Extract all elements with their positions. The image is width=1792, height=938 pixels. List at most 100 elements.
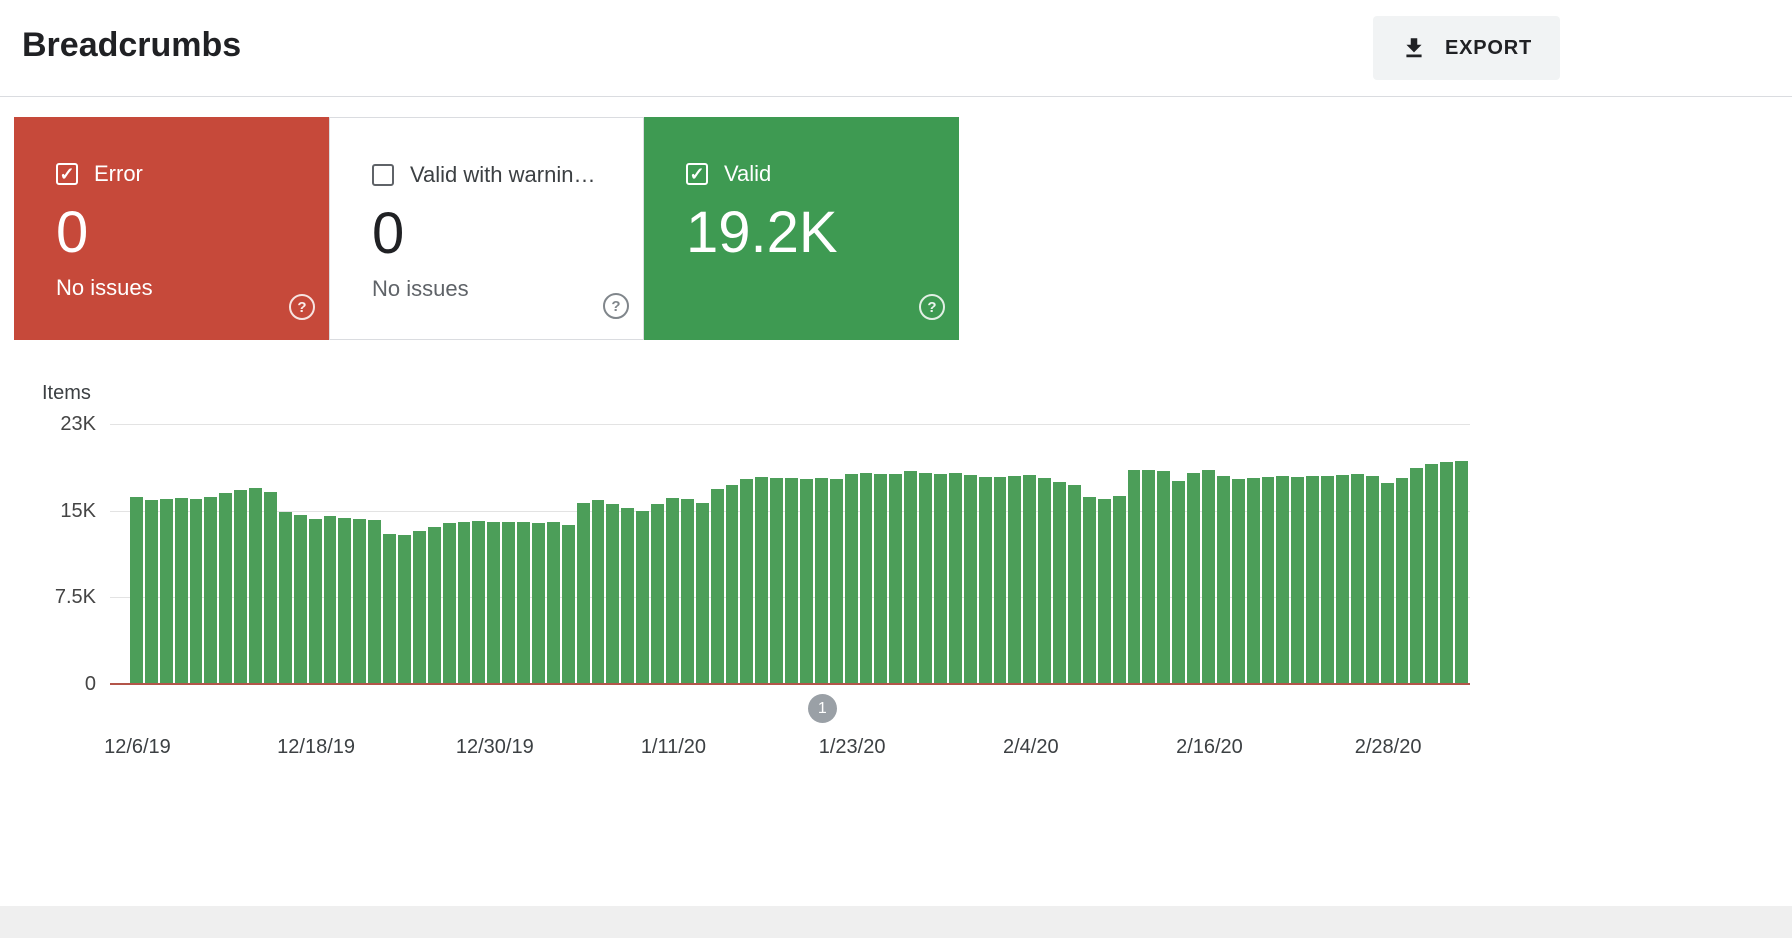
chart-bar[interactable] [502, 522, 516, 684]
chart-bar[interactable] [1008, 476, 1022, 684]
chart-bar[interactable] [993, 477, 1007, 684]
chart-bar[interactable] [755, 477, 769, 684]
chart-bar[interactable] [1172, 480, 1186, 684]
chart-bar[interactable] [442, 523, 456, 684]
chart-bar[interactable] [800, 479, 813, 684]
chart-bar[interactable] [338, 517, 352, 684]
chart-bar[interactable] [1112, 495, 1126, 684]
valid-with-warnings-checkbox[interactable]: ✓ [372, 164, 394, 186]
status-card-error[interactable]: ✓ Error 0 No issues ? [14, 117, 329, 340]
chart-bar[interactable] [591, 500, 605, 684]
chart-bar[interactable] [368, 519, 382, 684]
help-icon[interactable]: ? [603, 293, 629, 319]
chart-bar[interactable] [174, 497, 188, 684]
chart-bar[interactable] [1053, 481, 1066, 684]
chart-bar[interactable] [144, 500, 158, 684]
chart-bar[interactable] [710, 488, 724, 684]
annotation-marker[interactable]: 1 [807, 694, 837, 723]
chart-bar[interactable] [621, 508, 635, 684]
chart-bar[interactable] [829, 479, 843, 684]
status-card-valid-with-warnings[interactable]: ✓ Valid with warnin… 0 No issues ? [329, 117, 644, 340]
chart-bar[interactable] [636, 510, 650, 684]
chart-bar[interactable] [889, 473, 903, 684]
chart-bar[interactable] [948, 472, 962, 684]
chart-bar[interactable] [963, 474, 977, 684]
chart-bar[interactable] [1455, 460, 1468, 684]
chart-bar[interactable] [1261, 477, 1275, 684]
chart-bar[interactable] [130, 496, 143, 684]
chart-bar[interactable] [770, 478, 784, 684]
chart-bar[interactable] [1291, 477, 1305, 684]
chart-bar[interactable] [844, 473, 858, 684]
chart-bar[interactable] [1068, 485, 1081, 684]
chart-bar[interactable] [1142, 470, 1156, 684]
chart-bar[interactable] [1231, 479, 1245, 684]
chart-bar[interactable] [293, 515, 307, 684]
chart-bar[interactable] [680, 499, 694, 684]
chart-bar[interactable] [1276, 476, 1290, 684]
chart-bar[interactable] [1202, 470, 1215, 684]
status-card-valid[interactable]: ✓ Valid 19.2K ? [644, 117, 959, 340]
chart-bar[interactable] [561, 524, 575, 684]
chart-bar[interactable] [472, 521, 486, 684]
chart-bar[interactable] [159, 499, 173, 684]
help-icon[interactable]: ? [289, 294, 315, 320]
chart-bar[interactable] [934, 473, 947, 684]
chart-bar[interactable] [264, 492, 277, 684]
chart-bar[interactable] [919, 472, 932, 684]
chart-bar[interactable] [1425, 464, 1439, 684]
chart-bar[interactable] [1127, 470, 1141, 684]
chart-bar[interactable] [725, 485, 739, 684]
chart-bar[interactable] [398, 534, 411, 684]
chart-bar[interactable] [546, 522, 560, 684]
chart-bar[interactable] [1246, 478, 1260, 684]
chart-bar[interactable] [427, 526, 441, 684]
chart-bar[interactable] [487, 522, 501, 684]
valid-checkbox[interactable]: ✓ [686, 163, 708, 185]
chart-bar[interactable] [1380, 482, 1394, 684]
chart-bar[interactable] [1365, 476, 1379, 684]
chart-bar[interactable] [219, 493, 233, 684]
chart-bar[interactable] [874, 473, 888, 684]
chart-bar[interactable] [517, 522, 530, 684]
chart-bar[interactable] [695, 502, 709, 684]
chart-bar[interactable] [1306, 476, 1320, 684]
chart-bar[interactable] [1395, 478, 1409, 684]
chart-bar[interactable] [323, 516, 337, 684]
chart-bar[interactable] [234, 489, 248, 684]
error-checkbox[interactable]: ✓ [56, 163, 78, 185]
chart-bar[interactable] [651, 503, 664, 684]
chart-bar[interactable] [1321, 476, 1334, 684]
chart-bar[interactable] [978, 477, 992, 684]
chart-bar[interactable] [1410, 467, 1424, 684]
chart-bar[interactable] [412, 531, 426, 684]
chart-bar[interactable] [785, 478, 798, 684]
chart-bar[interactable] [1216, 476, 1230, 684]
chart-bar[interactable] [1082, 496, 1096, 684]
chart-bar[interactable] [383, 533, 396, 684]
chart-bar[interactable] [308, 518, 322, 684]
help-icon[interactable]: ? [919, 294, 945, 320]
chart-bar[interactable] [1097, 499, 1111, 684]
chart-bar[interactable] [204, 496, 218, 684]
export-button[interactable]: EXPORT [1372, 16, 1560, 80]
chart-bar[interactable] [189, 499, 203, 684]
chart-bar[interactable] [576, 502, 590, 684]
chart-bar[interactable] [457, 522, 471, 684]
chart-bar[interactable] [1440, 462, 1454, 684]
chart-bar[interactable] [814, 478, 828, 684]
chart-bar[interactable] [1038, 478, 1052, 684]
chart-bar[interactable] [1157, 471, 1171, 684]
chart-bar[interactable] [249, 487, 262, 684]
chart-bar[interactable] [859, 472, 873, 684]
chart-bar[interactable] [353, 518, 367, 684]
chart-bar[interactable] [606, 503, 620, 684]
chart-bar[interactable] [1187, 472, 1200, 684]
chart-bar[interactable] [278, 511, 292, 684]
chart-bar[interactable] [1336, 474, 1349, 684]
chart-bar[interactable] [1350, 473, 1364, 684]
chart-bar[interactable] [1023, 474, 1037, 684]
chart-bar[interactable] [666, 497, 679, 684]
chart-bar[interactable] [904, 471, 918, 684]
chart-bar[interactable] [532, 523, 545, 684]
